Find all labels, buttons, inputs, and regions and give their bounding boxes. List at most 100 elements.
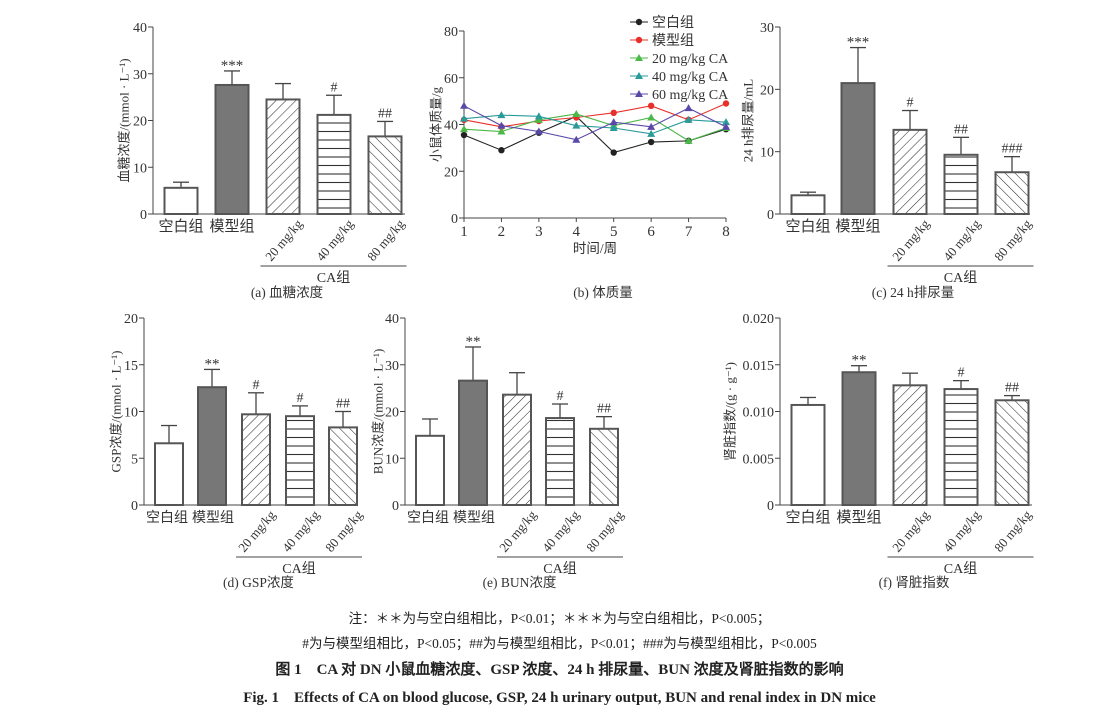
bar xyxy=(265,98,301,215)
significance-mark: ## xyxy=(1005,381,1019,396)
y-tick-label: 10 xyxy=(133,161,147,176)
x-tick-label: 8 xyxy=(722,224,730,240)
bar xyxy=(892,384,928,507)
x-tick-label: 5 xyxy=(610,224,618,240)
legend-item: 60 mg/kg CA xyxy=(630,88,729,103)
y-tick-label: 30 xyxy=(133,68,147,83)
bar xyxy=(943,388,979,506)
bar xyxy=(328,426,358,506)
data-point xyxy=(722,118,730,126)
data-point xyxy=(572,135,581,143)
y-tick-label: 0.015 xyxy=(743,359,775,374)
group-label: CA组 xyxy=(317,270,350,286)
bar xyxy=(841,371,877,507)
y-tick-label: 10 xyxy=(124,406,138,421)
x-category-label: 20 mg/kg xyxy=(496,507,540,555)
panel-e: 0 10 20 30 40 BUN浓度/(mmol · L⁻¹) (e) BUN浓度 空白组 *… xyxy=(371,312,627,590)
y-tick-label: 60 xyxy=(444,72,458,87)
bar xyxy=(943,153,979,216)
y-tick-label: 20 xyxy=(760,83,774,98)
x-category-label: 40 mg/kg xyxy=(313,216,357,264)
data-point xyxy=(572,121,581,129)
significance-mark: # xyxy=(331,80,338,95)
data-point xyxy=(534,115,543,123)
legend-item: 模型组 xyxy=(630,33,694,49)
legend-label: 20 mg/kg CA xyxy=(652,52,729,67)
bar xyxy=(197,386,227,506)
x-category-label: 空白组 xyxy=(785,509,830,526)
x-category-label: 空白组 xyxy=(785,218,830,235)
data-point xyxy=(460,125,468,133)
legend-marker xyxy=(635,72,643,79)
bar xyxy=(316,113,352,215)
y-axis-label: 小鼠体质量/g xyxy=(429,86,444,162)
significance-mark: *** xyxy=(221,58,244,74)
data-point xyxy=(647,138,655,146)
x-tick-label: 6 xyxy=(647,224,655,240)
series-line xyxy=(463,115,727,154)
bar xyxy=(163,186,199,216)
significance-mark: ## xyxy=(378,106,392,121)
y-tick-label: 40 xyxy=(385,312,399,327)
data-point xyxy=(684,115,693,123)
significance-mark: ## xyxy=(597,402,611,417)
legend-label: 60 mg/kg CA xyxy=(652,88,729,103)
y-tick-label: 20 xyxy=(124,312,138,327)
panel-b: 0 20 40 60 80 小鼠体质量/g (b) 体质量 1 2 3 4 5 6 7 8 时间/周 空白组模型… xyxy=(429,15,730,300)
group-label: CA组 xyxy=(944,270,977,286)
significance-mark: # xyxy=(557,389,564,404)
x-category-label: 模型组 xyxy=(836,509,881,526)
panel-caption: (f) 肾脏指数 xyxy=(879,575,950,590)
x-category-label: 模型组 xyxy=(835,218,880,235)
x-category-label: 80 mg/kg xyxy=(364,216,408,264)
significance-mark: # xyxy=(958,366,965,381)
x-category-label: 40 mg/kg xyxy=(940,507,984,555)
bar xyxy=(840,82,876,215)
data-point xyxy=(460,101,468,109)
series-line xyxy=(463,113,727,142)
bar xyxy=(154,442,184,507)
bar xyxy=(214,83,250,215)
x-tick-label: 1 xyxy=(460,224,468,240)
data-point xyxy=(609,124,618,132)
x-tick-label: 7 xyxy=(685,224,693,240)
data-point xyxy=(498,147,505,154)
figure-title-chinese: 图 1 CA 对 DN 小鼠血糖浓度、GSP 浓度、24 h 排尿量、BUN 浓… xyxy=(275,662,844,678)
x-tick-label: 3 xyxy=(535,224,543,240)
significance-mark: ** xyxy=(205,356,220,372)
y-tick-label: 20 xyxy=(444,165,458,180)
data-point xyxy=(497,127,506,135)
significance-mark: ** xyxy=(466,334,481,350)
x-category-label: 80 mg/kg xyxy=(583,507,627,555)
y-tick-label: 30 xyxy=(385,359,399,374)
data-point xyxy=(684,136,693,144)
figure-note-line-1: 注：＊＊为与空白组相比，P<0.01；＊＊＊为与空白组相比，P<0.005； xyxy=(348,611,771,626)
x-category-label: 空白组 xyxy=(158,218,203,235)
data-point xyxy=(609,118,618,126)
legend-item: 40 mg/kg CA xyxy=(630,70,729,85)
bar xyxy=(892,128,928,216)
series-line xyxy=(463,102,727,128)
panel-caption: (e) BUN浓度 xyxy=(483,575,557,590)
significance-mark: ** xyxy=(852,353,867,369)
panel-d: 0 5 10 15 20 GSP浓度/(mmol · L⁻¹) (d) GSP浓度 空白组 **… xyxy=(109,312,366,590)
data-point xyxy=(460,131,468,139)
panel-caption: (c) 24 h排尿量 xyxy=(872,285,954,300)
x-category-label: 40 mg/kg xyxy=(940,216,984,264)
y-tick-label: 10 xyxy=(760,146,774,161)
data-point xyxy=(460,114,468,122)
bar xyxy=(994,171,1030,215)
legend-label: 40 mg/kg CA xyxy=(652,70,729,85)
y-tick-label: 0 xyxy=(451,212,458,227)
x-tick-label: 4 xyxy=(573,224,581,240)
series-line xyxy=(463,114,727,135)
figure-note-line-2: #为与模型组相比，P<0.05；##为与模型组相比，P<0.01；###为与模型… xyxy=(302,636,817,651)
x-category-label: 80 mg/kg xyxy=(991,507,1035,555)
y-tick-label: 10 xyxy=(385,452,399,467)
data-point xyxy=(534,127,543,135)
bar xyxy=(994,399,1030,506)
legend-label: 空白组 xyxy=(652,15,694,31)
y-tick-label: 80 xyxy=(444,25,458,40)
y-axis-label: 24 h排尿量/mL xyxy=(741,79,756,162)
